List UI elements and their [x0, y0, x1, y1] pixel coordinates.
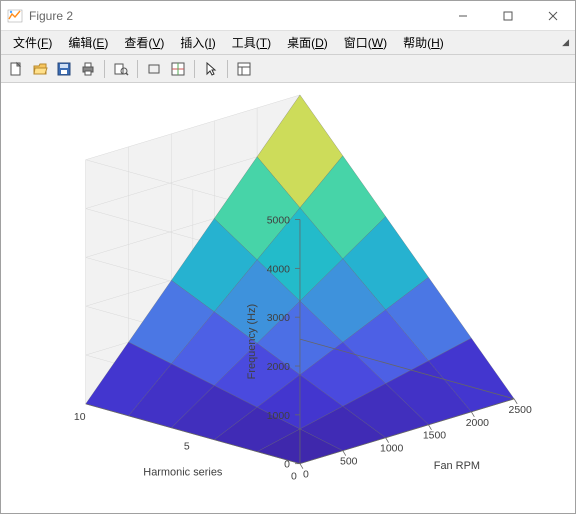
menu-文件f[interactable]: 文件(F) [5, 32, 60, 53]
pointer-button[interactable] [200, 58, 222, 80]
menu-插入i[interactable]: 插入(I) [172, 32, 223, 53]
svg-text:0: 0 [284, 460, 290, 471]
menu-帮助h[interactable]: 帮助(H) [395, 32, 452, 53]
window-buttons [440, 1, 575, 30]
svg-text:2000: 2000 [267, 362, 290, 373]
svg-text:Frequency (Hz): Frequency (Hz) [246, 304, 258, 379]
close-button[interactable] [530, 1, 575, 30]
print-preview-button[interactable] [110, 58, 132, 80]
svg-text:0: 0 [291, 472, 297, 483]
svg-text:0: 0 [303, 470, 309, 481]
maximize-button[interactable] [485, 1, 530, 30]
svg-text:1500: 1500 [423, 431, 446, 442]
toolbar-separator [227, 60, 228, 78]
svg-text:1000: 1000 [380, 444, 403, 455]
svg-text:1000: 1000 [267, 411, 290, 422]
svg-text:3000: 3000 [267, 313, 290, 324]
svg-text:5: 5 [184, 442, 190, 453]
menu-工具t[interactable]: 工具(T) [224, 32, 279, 53]
svg-text:4000: 4000 [267, 264, 290, 275]
svg-text:Harmonic series: Harmonic series [143, 467, 223, 479]
menu-查看v[interactable]: 查看(V) [116, 32, 172, 53]
toolbar-separator [194, 60, 195, 78]
menubar: 文件(F)编辑(E)查看(V)插入(I)工具(T)桌面(D)窗口(W)帮助(H)… [1, 31, 575, 55]
surface-3d-chart: 0 1000 2000 3000 4000 5000 0 500 1000 1500 2000 250… [1, 83, 575, 513]
toolbar-separator [104, 60, 105, 78]
svg-text:2500: 2500 [509, 405, 532, 416]
minimize-button[interactable] [440, 1, 485, 30]
svg-text:10: 10 [74, 412, 86, 423]
inspector-button[interactable] [233, 58, 255, 80]
svg-text:5000: 5000 [267, 216, 290, 227]
menu-桌面d[interactable]: 桌面(D) [279, 32, 336, 53]
titlebar[interactable]: Figure 2 [1, 1, 575, 31]
menu-窗口w[interactable]: 窗口(W) [336, 32, 395, 53]
window-title: Figure 2 [29, 9, 440, 23]
menu-编辑e[interactable]: 编辑(E) [60, 32, 116, 53]
toolbar [1, 55, 575, 83]
svg-text:500: 500 [340, 457, 358, 468]
new-button[interactable] [5, 58, 27, 80]
svg-text:Fan RPM: Fan RPM [434, 460, 480, 472]
figure-axes-area[interactable]: 0 1000 2000 3000 4000 5000 0 500 1000 1500 2000 250… [1, 83, 575, 513]
open-button[interactable] [29, 58, 51, 80]
rect-button[interactable] [143, 58, 165, 80]
menubar-overflow-icon[interactable]: ◢ [562, 37, 569, 48]
svg-text:2000: 2000 [466, 418, 489, 429]
print-button[interactable] [77, 58, 99, 80]
toolbar-separator [137, 60, 138, 78]
matlab-figure-icon [7, 8, 23, 24]
layout-button[interactable] [167, 58, 189, 80]
figure-window: Figure 2 文件(F)编辑(E)查看(V)插入(I)工具(T)桌面(D)窗… [0, 0, 576, 514]
save-button[interactable] [53, 58, 75, 80]
